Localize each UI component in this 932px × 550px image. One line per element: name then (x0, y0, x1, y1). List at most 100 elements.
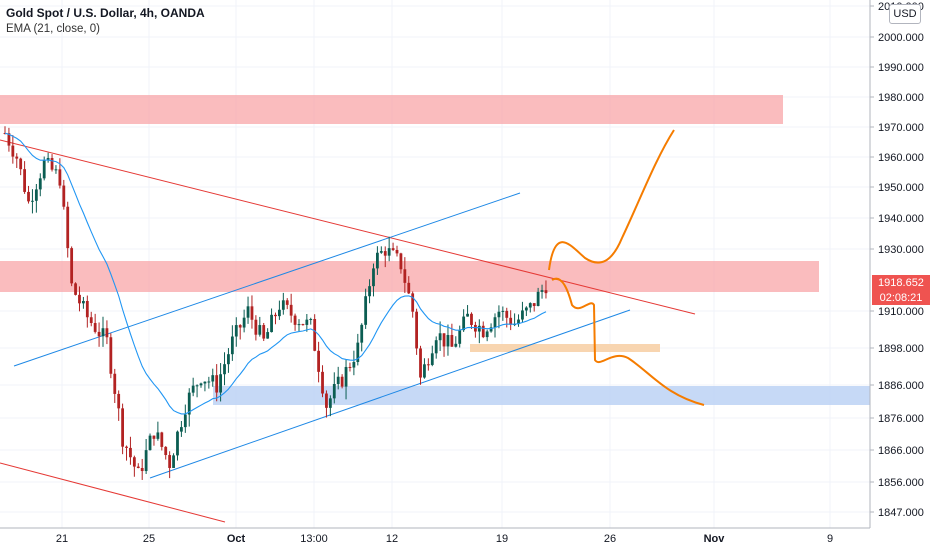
candle-body (446, 334, 450, 347)
time-tick-label: Oct (227, 533, 246, 545)
candle-body (340, 376, 344, 387)
candle-body (121, 408, 124, 447)
candle-body (348, 366, 352, 368)
indicator-label[interactable]: EMA (21, close, 0) (6, 23, 100, 35)
candle-body (450, 334, 454, 347)
candle-body (250, 306, 254, 320)
candle-body (517, 319, 520, 325)
last-price-value: 1918.652 (878, 277, 924, 289)
channel-upper-line (13, 192, 521, 367)
candle-body (383, 251, 387, 256)
candle-body (493, 317, 497, 328)
candle-body (11, 145, 15, 157)
candle-body (328, 398, 332, 408)
descending-resistance-line (0, 139, 696, 315)
time-tick-label: 12 (386, 533, 398, 545)
currency-button[interactable]: USD (889, 4, 921, 24)
candle-body (344, 366, 348, 387)
candle-body (187, 392, 191, 415)
ema-line (4, 132, 547, 415)
candle-body (89, 317, 93, 324)
price-tick-label: 1980.000 (878, 92, 924, 104)
candle-body (387, 248, 391, 256)
candle-body (215, 375, 219, 393)
candle-body (105, 328, 109, 338)
candle-body (540, 290, 544, 292)
candle-body (274, 314, 277, 317)
candle-body (489, 327, 493, 332)
candle-body (144, 450, 148, 472)
candle-body (285, 300, 289, 305)
candle-body (74, 283, 77, 295)
candle-body (50, 158, 54, 170)
candle-body (270, 314, 273, 333)
candle-body (70, 248, 74, 284)
candle-body (509, 317, 513, 325)
candle-body (136, 466, 140, 468)
candle-body (125, 446, 128, 448)
bearish-projection (551, 277, 705, 406)
candle-body (93, 323, 97, 332)
candle-body (454, 343, 458, 347)
candle-body (403, 269, 407, 283)
candle-body (156, 432, 160, 439)
projections (548, 129, 705, 406)
candle-body (426, 364, 430, 366)
candle-body (423, 364, 426, 378)
candle-body (160, 432, 164, 447)
candle-body (109, 337, 113, 374)
symbol-title[interactable]: Gold Spot / U.S. Dollar, 4h, OANDA (6, 6, 205, 20)
candle-body (528, 303, 532, 308)
price-tick-label: 1866.000 (878, 445, 924, 457)
candle-body (391, 248, 395, 250)
chart-header: Gold Spot / U.S. Dollar, 4h, OANDA EMA (… (6, 5, 205, 37)
candle-body (438, 333, 442, 341)
candle-body (191, 385, 195, 393)
candle-body (42, 159, 46, 179)
candle-body (481, 325, 485, 338)
candle-body (407, 282, 411, 294)
candle-body (117, 393, 121, 409)
candle-body (505, 310, 509, 318)
candle-body (301, 324, 305, 326)
candle-body (305, 319, 309, 325)
price-axis-panel[interactable] (870, 0, 932, 528)
candle-body (242, 317, 246, 328)
candle-body (317, 350, 320, 372)
candle-body (293, 315, 297, 325)
candle-body (462, 316, 466, 331)
candle-body (168, 455, 172, 468)
candle-body (230, 336, 234, 355)
candle-body (434, 340, 438, 354)
price-tick-label: 1990.000 (878, 62, 924, 74)
candle-body (15, 156, 19, 159)
candle-body (536, 291, 540, 306)
candle-body (183, 414, 187, 428)
candle-body (82, 300, 85, 304)
price-tick-label: 1876.000 (878, 413, 924, 425)
candles (3, 126, 548, 480)
candle-body (62, 185, 66, 207)
candle-body (289, 304, 293, 316)
candle-body (313, 319, 317, 351)
candle-body (458, 330, 462, 344)
candle-body (281, 300, 285, 310)
candle-body (258, 325, 262, 335)
candle-body (246, 306, 250, 318)
candle-body (19, 158, 23, 170)
price-tick-label: 1886.000 (878, 380, 924, 392)
minor-support-zone (470, 344, 660, 352)
time-tick-label: 21 (56, 533, 68, 545)
candle-body (360, 324, 364, 343)
candle-body (223, 364, 226, 375)
time-axis-panel[interactable] (0, 528, 932, 550)
candle-body (199, 383, 203, 386)
candle-body (140, 467, 144, 472)
descending-lower-line (0, 462, 226, 523)
candle-body (325, 393, 328, 408)
candle-body (152, 435, 156, 439)
candle-body (466, 313, 469, 317)
time-tick-label: 25 (143, 533, 155, 545)
candle-body (234, 325, 238, 337)
